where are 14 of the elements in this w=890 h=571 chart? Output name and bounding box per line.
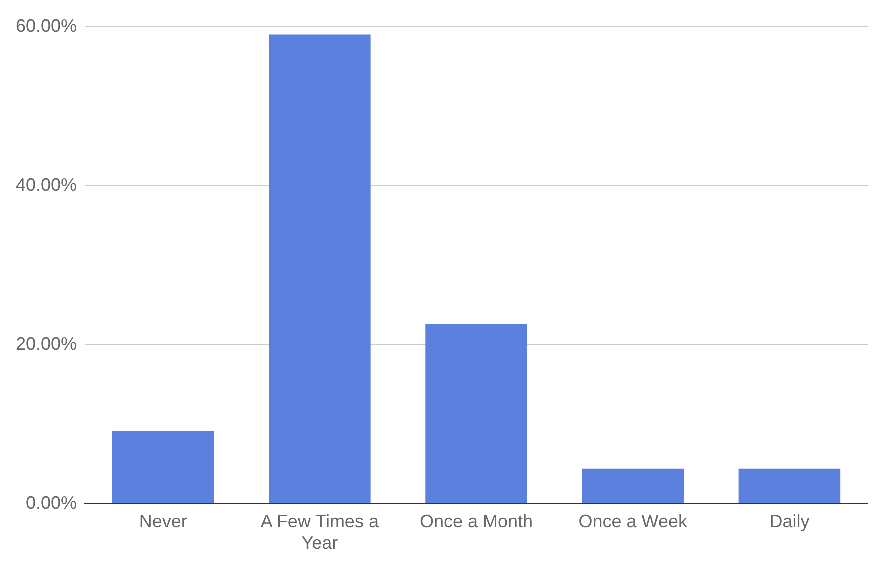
bar: [426, 324, 528, 504]
x-tick-label: Once a Month: [420, 512, 534, 532]
bar: [738, 468, 841, 504]
x-tick-label: Daily: [770, 512, 810, 532]
x-tick-label: Once a Week: [578, 512, 688, 532]
y-tick-label: 60.00%: [16, 16, 78, 36]
x-tick-label: Never: [139, 512, 188, 532]
x-tick-label: A Few Times a Year: [260, 512, 380, 554]
bar: [582, 468, 684, 504]
y-tick-label: 20.00%: [16, 334, 78, 354]
y-tick-label: 40.00%: [16, 174, 78, 195]
bar: [112, 431, 214, 504]
bar: [269, 34, 371, 504]
y-tick-label: 0.00%: [26, 492, 78, 513]
